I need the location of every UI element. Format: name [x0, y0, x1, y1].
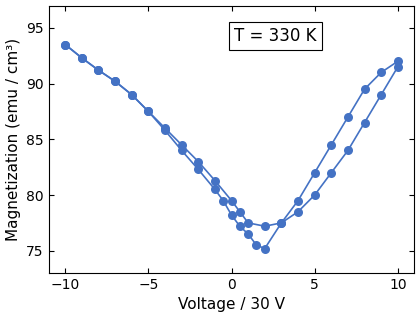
X-axis label: Voltage / 30 V: Voltage / 30 V — [178, 297, 285, 313]
Text: T = 330 K: T = 330 K — [234, 27, 317, 45]
Y-axis label: Magnetization (emu / cm³): Magnetization (emu / cm³) — [5, 38, 21, 241]
